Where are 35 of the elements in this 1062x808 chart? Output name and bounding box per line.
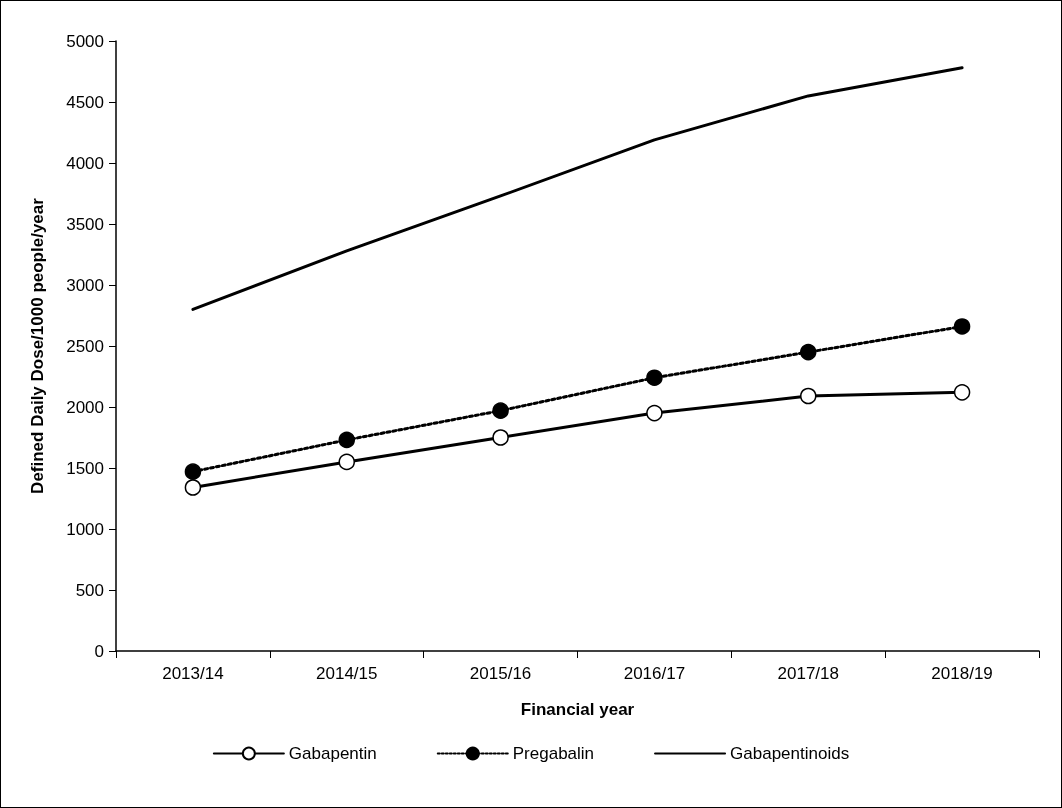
x-tick-label: 2016/17: [623, 664, 686, 683]
y-tick-label: 500: [75, 580, 104, 600]
point: [184, 463, 202, 480]
x-tick-label: 2018/19: [931, 664, 993, 683]
point: [338, 453, 355, 471]
y-tick-label: 1500: [66, 458, 104, 478]
line-series: [191, 66, 964, 311]
legend-label: Gabapentinoids: [730, 744, 850, 763]
point: [492, 402, 509, 419]
x-axis-title: Financial year: [520, 700, 635, 719]
y-tick-label: 5000: [66, 31, 104, 51]
x-tick-label: 2013/14: [162, 664, 224, 683]
legend-label: Gabapentin: [288, 744, 377, 763]
x-tick-label: 2014/15: [316, 664, 378, 683]
point: [953, 384, 971, 401]
y-tick-label: 2000: [66, 397, 104, 417]
x-tick-label: 2015/16: [469, 664, 532, 683]
y-axis-title: Defined Daily Dose/1000 people/year: [28, 197, 47, 494]
point: [646, 404, 663, 422]
point: [338, 431, 355, 449]
point: [800, 387, 817, 405]
point: [492, 429, 509, 446]
point: [800, 343, 817, 361]
x-tick-label: 2017/18: [777, 664, 839, 683]
point: [953, 318, 971, 335]
y-tick-label: 4500: [66, 92, 104, 112]
y-tick-label: 0: [94, 641, 104, 661]
y-tick-label: 3000: [66, 275, 104, 295]
y-tick-label: 1000: [66, 519, 104, 539]
point: [184, 479, 202, 496]
y-tick-label: 3500: [66, 214, 104, 234]
point: [646, 369, 663, 386]
legend-label: Pregabalin: [512, 744, 595, 763]
y-tick-label: 2500: [66, 336, 104, 356]
y-tick-label: 4000: [66, 153, 104, 173]
